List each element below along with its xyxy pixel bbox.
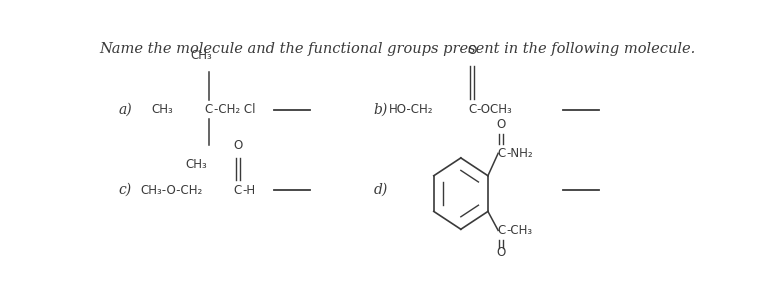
Text: -NH₂: -NH₂ [506, 147, 532, 160]
Text: Name the molecule and the functional groups present in the following molecule.: Name the molecule and the functional gro… [99, 42, 696, 56]
Text: CH₃: CH₃ [191, 49, 213, 62]
Text: O: O [497, 118, 506, 131]
Text: C: C [468, 103, 476, 116]
Text: HO-CH₂: HO-CH₂ [389, 103, 433, 116]
Text: d): d) [374, 183, 388, 197]
Text: C: C [234, 184, 242, 197]
Text: CH₃: CH₃ [151, 103, 173, 116]
Text: -CH₃: -CH₃ [506, 224, 532, 237]
Text: O: O [497, 246, 506, 259]
Text: C: C [205, 103, 213, 116]
Text: -CH₂ Cl: -CH₂ Cl [213, 103, 255, 116]
Text: O: O [233, 139, 242, 152]
Text: -H: -H [242, 184, 255, 197]
Text: -OCH₃: -OCH₃ [476, 103, 511, 116]
Text: O: O [468, 44, 477, 57]
Text: b): b) [374, 103, 388, 117]
Text: C: C [497, 224, 505, 237]
Text: C: C [497, 147, 505, 160]
Text: a): a) [118, 103, 132, 117]
Text: c): c) [118, 183, 131, 197]
Text: CH₃-O-CH₂: CH₃-O-CH₂ [140, 184, 203, 197]
Text: CH₃: CH₃ [185, 158, 207, 171]
